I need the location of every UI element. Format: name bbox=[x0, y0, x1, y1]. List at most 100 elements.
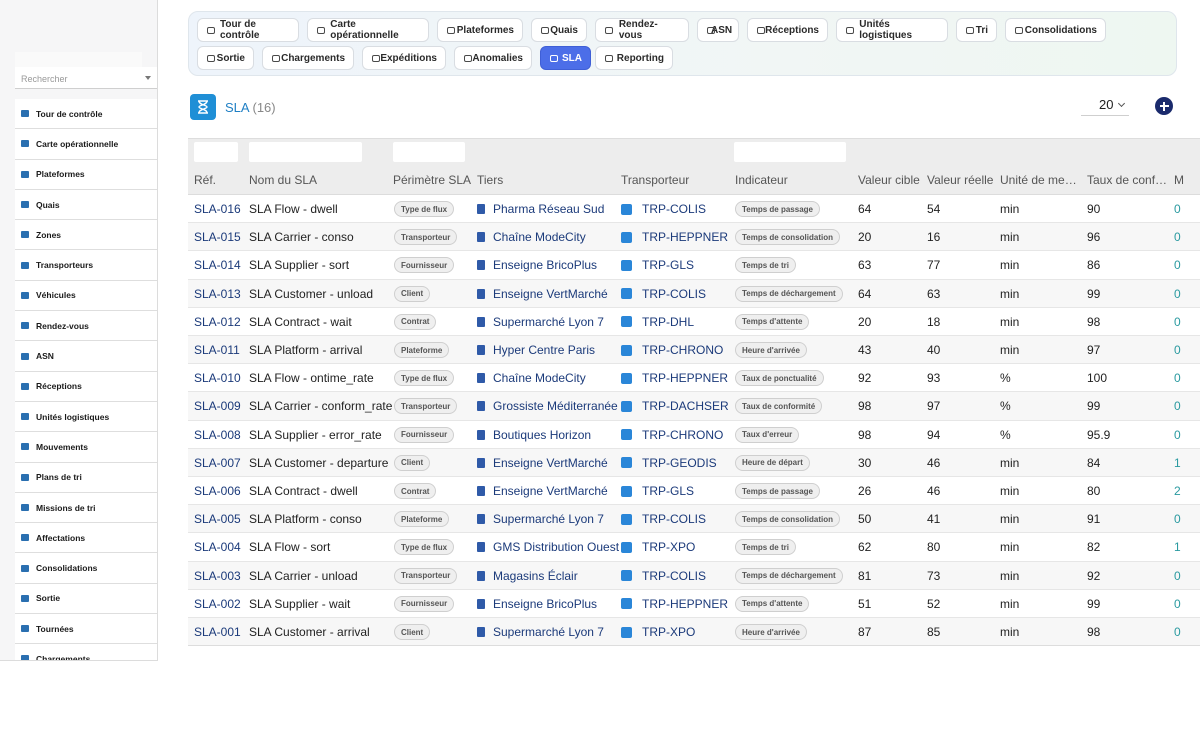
table-row[interactable]: SLA-013 SLA Customer - unload Client Enseig… bbox=[188, 279, 1200, 308]
sidebar-item[interactable]: ASN bbox=[15, 341, 157, 372]
tab-plateformes[interactable]: Plateformes bbox=[437, 18, 523, 42]
sidebar-item[interactable]: Quais bbox=[15, 189, 157, 221]
sidebar-item[interactable]: Rendez-vous bbox=[15, 311, 157, 342]
carrier-link[interactable]: TRP-COLIS bbox=[621, 287, 706, 301]
carrier-link[interactable]: TRP-COLIS bbox=[621, 202, 706, 216]
column-header[interactable]: Valeur cible bbox=[858, 173, 920, 187]
table-row[interactable]: SLA-006 SLA Contract - dwell Contrat Enseig… bbox=[188, 477, 1200, 506]
column-header[interactable]: M bbox=[1174, 173, 1184, 187]
sidebar-item[interactable]: Chargements bbox=[15, 644, 157, 660]
sidebar-item[interactable]: Transporteurs bbox=[15, 250, 157, 281]
sidebar-item[interactable]: Carte opérationnelle bbox=[15, 129, 157, 160]
sla-ref[interactable]: SLA-005 bbox=[194, 512, 241, 527]
carrier-link[interactable]: TRP-DHL bbox=[621, 315, 694, 329]
tiers-link[interactable]: Supermarché Lyon 7 bbox=[477, 315, 604, 329]
sla-ref[interactable]: SLA-012 bbox=[194, 314, 241, 329]
sidebar-item[interactable]: Sortie bbox=[15, 583, 157, 615]
tab-rendez-vous[interactable]: Rendez-vous bbox=[595, 18, 689, 42]
sidebar-item[interactable]: Affectations bbox=[15, 523, 157, 554]
tiers-link[interactable]: Grossiste Méditerranée bbox=[477, 399, 618, 413]
sidebar-item[interactable]: Réceptions bbox=[15, 371, 157, 402]
column-header[interactable]: Périmètre SLA bbox=[393, 173, 472, 187]
sla-ref[interactable]: SLA-015 bbox=[194, 230, 241, 245]
tab-consolidations[interactable]: Consolidations bbox=[1005, 18, 1106, 42]
tiers-link[interactable]: Magasins Éclair bbox=[477, 569, 578, 583]
table-row[interactable]: SLA-014 SLA Supplier - sort Fournisseur Ens… bbox=[188, 251, 1200, 280]
table-row[interactable]: SLA-009 SLA Carrier - conform_rate Transpo… bbox=[188, 392, 1200, 421]
filter-scope-input[interactable] bbox=[393, 142, 465, 162]
carrier-link[interactable]: TRP-XPO bbox=[621, 625, 695, 639]
sla-ref[interactable]: SLA-013 bbox=[194, 286, 241, 301]
tab-tour-de-contr-le[interactable]: Tour de contrôle bbox=[197, 18, 299, 42]
sla-ref[interactable]: SLA-002 bbox=[194, 596, 241, 611]
sla-ref[interactable]: SLA-007 bbox=[194, 455, 241, 470]
sla-ref[interactable]: SLA-010 bbox=[194, 371, 241, 386]
filter-indicator-input[interactable] bbox=[734, 142, 846, 162]
table-row[interactable]: SLA-016 SLA Flow - dwell Type de flux Pharm… bbox=[188, 195, 1200, 224]
sla-ref[interactable]: SLA-006 bbox=[194, 484, 241, 498]
table-row[interactable]: SLA-015 SLA Carrier - conso Transporteur Ch… bbox=[188, 223, 1200, 252]
filter-name-input[interactable] bbox=[249, 142, 362, 162]
tab-chargements[interactable]: Chargements bbox=[262, 46, 354, 70]
carrier-link[interactable]: TRP-DACHSER bbox=[621, 399, 729, 413]
carrier-link[interactable]: TRP-GLS bbox=[621, 258, 694, 272]
tab-sla[interactable]: SLA bbox=[540, 46, 591, 70]
sidebar-item[interactable]: Mouvements bbox=[15, 432, 157, 463]
table-row[interactable]: SLA-011 SLA Platform - arrival Plateforme H… bbox=[188, 336, 1200, 365]
tiers-link[interactable]: GMS Distribution Ouest bbox=[477, 540, 619, 554]
sidebar-item[interactable]: Tournées bbox=[15, 614, 157, 645]
tiers-link[interactable]: Enseigne VertMarché bbox=[477, 456, 608, 470]
tiers-link[interactable]: Supermarché Lyon 7 bbox=[477, 625, 604, 639]
tiers-link[interactable]: Enseigne BricoPlus bbox=[477, 258, 597, 272]
table-row[interactable]: SLA-008 SLA Supplier - error_rate Fourniss… bbox=[188, 420, 1200, 449]
tab-exp-ditions[interactable]: Expéditions bbox=[362, 46, 446, 70]
sla-ref[interactable]: SLA-009 bbox=[194, 399, 241, 414]
carrier-link[interactable]: TRP-CHRONO bbox=[621, 428, 723, 442]
tab-reporting[interactable]: Reporting bbox=[595, 46, 673, 70]
tab-sortie[interactable]: Sortie bbox=[197, 46, 254, 70]
tiers-link[interactable]: Pharma Réseau Sud bbox=[477, 202, 604, 216]
column-header[interactable]: Unité de me… bbox=[1000, 173, 1077, 187]
tiers-link[interactable]: Hyper Centre Paris bbox=[477, 343, 595, 357]
tab-tri[interactable]: Tri bbox=[956, 18, 997, 42]
table-row[interactable]: SLA-004 SLA Flow - sort Type de flux GMS Di… bbox=[188, 533, 1200, 562]
sidebar-item[interactable]: Unités logistiques bbox=[15, 401, 157, 433]
sidebar-item[interactable]: Missions de tri bbox=[15, 492, 157, 524]
sidebar-item[interactable]: Tour de contrôle bbox=[15, 99, 157, 130]
column-header[interactable]: Tiers bbox=[477, 173, 504, 187]
sla-ref[interactable]: SLA-011 bbox=[194, 343, 240, 357]
carrier-link[interactable]: TRP-COLIS bbox=[621, 569, 706, 583]
tab-asn[interactable]: ASN bbox=[697, 18, 739, 42]
sidebar-search-select[interactable]: Rechercher bbox=[15, 67, 157, 89]
tiers-link[interactable]: Supermarché Lyon 7 bbox=[477, 512, 604, 526]
table-row[interactable]: SLA-007 SLA Customer - departure Client Ens… bbox=[188, 448, 1200, 477]
carrier-link[interactable]: TRP-GLS bbox=[621, 484, 694, 498]
sidebar-item[interactable]: Consolidations bbox=[15, 553, 157, 584]
add-sla-button[interactable] bbox=[1155, 97, 1173, 115]
tab-carte-op-rationnelle[interactable]: Carte opérationnelle bbox=[307, 18, 429, 42]
sidebar-item[interactable]: Véhicules bbox=[15, 280, 157, 312]
sla-ref[interactable]: SLA-003 bbox=[194, 568, 241, 583]
column-header[interactable]: Nom du SLA bbox=[249, 173, 318, 187]
table-row[interactable]: SLA-005 SLA Platform - conso Plateforme Sup… bbox=[188, 505, 1200, 534]
column-header[interactable]: Indicateur bbox=[735, 173, 788, 187]
tab-r-ceptions[interactable]: Réceptions bbox=[747, 18, 828, 42]
tiers-link[interactable]: Enseigne VertMarché bbox=[477, 484, 608, 498]
column-header[interactable]: Taux de conf… bbox=[1087, 173, 1168, 187]
sla-ref[interactable]: SLA-001 bbox=[194, 625, 241, 639]
sla-ref[interactable]: SLA-004 bbox=[194, 540, 241, 555]
table-row[interactable]: SLA-010 SLA Flow - ontime_rate Type de flu… bbox=[188, 364, 1200, 393]
carrier-link[interactable]: TRP-GEODIS bbox=[621, 456, 717, 470]
sla-ref[interactable]: SLA-008 bbox=[194, 427, 241, 442]
table-row[interactable]: SLA-002 SLA Supplier - wait Fournisseur Ens… bbox=[188, 589, 1200, 618]
sidebar-item[interactable]: Plateformes bbox=[15, 159, 157, 190]
filter-ref-input[interactable] bbox=[194, 142, 238, 162]
sla-ref[interactable]: SLA-016 bbox=[194, 202, 241, 216]
carrier-link[interactable]: TRP-HEPPNER bbox=[621, 371, 728, 385]
sidebar-item[interactable]: Plans de tri bbox=[15, 462, 157, 493]
tiers-link[interactable]: Boutiques Horizon bbox=[477, 428, 591, 442]
carrier-link[interactable]: TRP-HEPPNER bbox=[621, 230, 728, 244]
table-row[interactable]: SLA-001 SLA Customer - arrival Client Super… bbox=[188, 618, 1200, 645]
column-header[interactable]: Valeur réelle bbox=[927, 173, 994, 187]
carrier-link[interactable]: TRP-COLIS bbox=[621, 512, 706, 526]
